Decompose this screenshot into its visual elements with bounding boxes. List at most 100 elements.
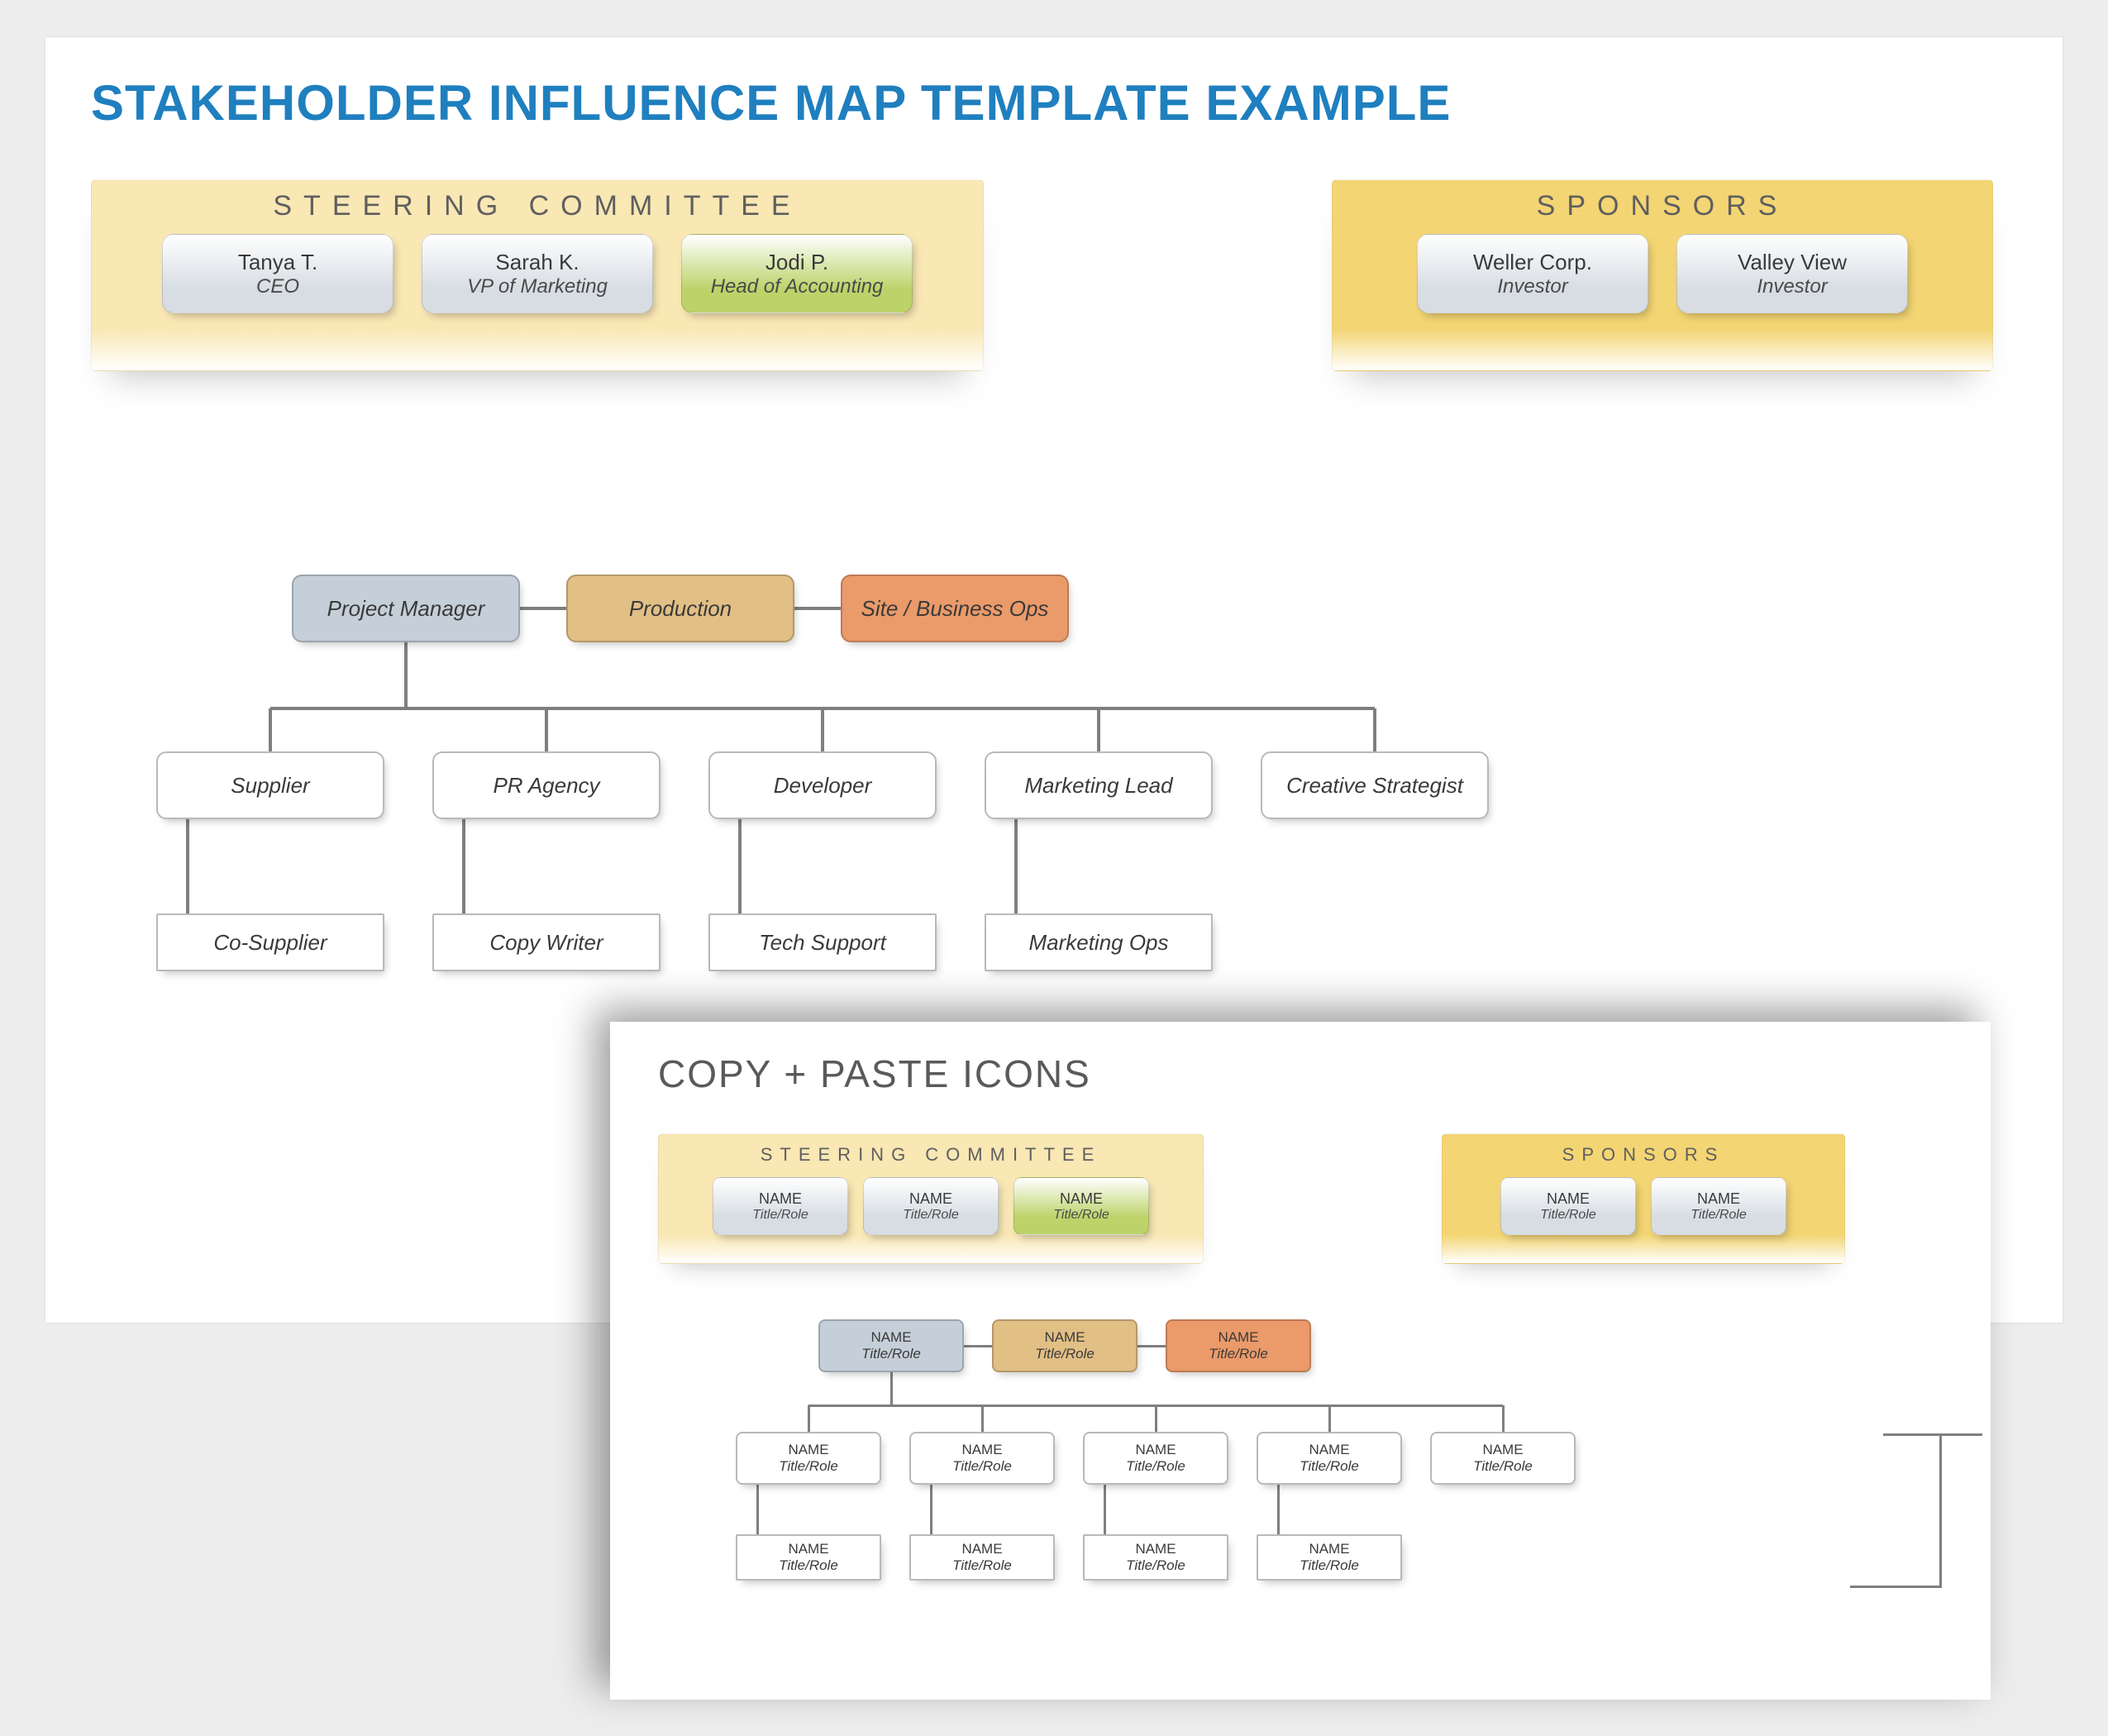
org-node: Marketing Ops — [985, 913, 1213, 971]
connector-line — [1014, 819, 1018, 913]
org-node-role: Title/Role — [779, 1557, 838, 1574]
member-role: Investor — [1497, 275, 1567, 298]
org-node-name: NAME — [961, 1442, 1002, 1458]
org-node: NAMETitle/Role — [1166, 1319, 1311, 1372]
member-card: Valley ViewInvestor — [1676, 234, 1908, 313]
member-name: NAME — [1547, 1190, 1590, 1208]
member-card: NAMETitle/Role — [1651, 1177, 1786, 1235]
connector-line — [821, 708, 824, 751]
org-node-name: NAME — [1044, 1329, 1085, 1346]
connector-line — [1097, 708, 1100, 751]
connector-line — [1155, 1405, 1157, 1432]
member-role: Head of Accounting — [711, 275, 884, 298]
org-node-name: NAME — [1482, 1442, 1523, 1458]
connector-line — [1939, 1433, 1942, 1587]
member-role: Title/Role — [1691, 1208, 1746, 1223]
member-name: NAME — [1697, 1190, 1740, 1208]
member-name: NAME — [1060, 1190, 1103, 1208]
sponsors-title: SPONSORS — [1333, 190, 1992, 222]
org-node-name: NAME — [788, 1541, 828, 1557]
connector-line — [520, 607, 566, 610]
connector-line — [462, 819, 465, 913]
overlay-slide: COPY + PASTE ICONS STEERING COMMITTEE NA… — [610, 1022, 1991, 1700]
member-role: CEO — [256, 275, 299, 298]
member-role: VP of Marketing — [467, 275, 608, 298]
overlay-sponsors-title: SPONSORS — [1443, 1144, 1844, 1166]
org-node: Developer — [708, 751, 937, 819]
org-node-role: Title/Role — [1126, 1557, 1185, 1574]
org-node: PR Agency — [432, 751, 661, 819]
connector-line — [404, 642, 408, 708]
org-node-role: Title/Role — [1473, 1458, 1533, 1475]
org-node-name: NAME — [1135, 1541, 1176, 1557]
org-node: Marketing Lead — [985, 751, 1213, 819]
org-node-role: Title/Role — [1209, 1346, 1268, 1362]
org-node-name: NAME — [1309, 1442, 1349, 1458]
member-name: Tanya T. — [238, 250, 317, 275]
steering-committee-members: Tanya T.CEO Sarah K.VP of Marketing Jodi P… — [92, 234, 983, 341]
org-node: Production — [566, 575, 794, 642]
org-node: NAMETitle/Role — [909, 1432, 1055, 1485]
connector-line — [186, 819, 189, 913]
overlay-title: COPY + PASTE ICONS — [658, 1052, 1091, 1096]
member-card: NAMETitle/Role — [713, 1177, 848, 1235]
connector-line — [1137, 1345, 1166, 1347]
connector-line — [930, 1485, 932, 1534]
connector-line — [808, 1405, 810, 1432]
overlay-steering-panel: STEERING COMMITTEE NAMETitle/RoleNAMETit… — [658, 1133, 1204, 1264]
overlay-steering-title: STEERING COMMITTEE — [659, 1144, 1203, 1166]
connector-line — [1373, 708, 1376, 751]
member-card: NAMETitle/Role — [863, 1177, 999, 1235]
connector-line — [1850, 1586, 1942, 1588]
connector-line — [1328, 1405, 1331, 1432]
org-node-role: Title/Role — [861, 1346, 921, 1362]
org-node: Creative Strategist — [1261, 751, 1489, 819]
member-role: Title/Role — [903, 1208, 958, 1223]
connector-line — [756, 1485, 759, 1534]
org-node: NAMETitle/Role — [1430, 1432, 1576, 1485]
member-card: NAMETitle/Role — [1013, 1177, 1149, 1235]
org-node-name: NAME — [1135, 1442, 1176, 1458]
connector-line — [1104, 1485, 1106, 1534]
member-role: Title/Role — [752, 1208, 808, 1223]
org-node-role: Title/Role — [779, 1458, 838, 1475]
org-node-name: NAME — [1218, 1329, 1258, 1346]
connector-line — [1502, 1405, 1505, 1432]
connector-line — [1883, 1433, 1982, 1436]
overlay-steering-members: NAMETitle/RoleNAMETitle/RoleNAMETitle/Ro… — [659, 1177, 1203, 1253]
org-node: NAMETitle/Role — [1083, 1432, 1228, 1485]
org-node: NAMETitle/Role — [992, 1319, 1137, 1372]
overlay-sponsors-members: NAMETitle/RoleNAMETitle/Role — [1443, 1177, 1844, 1253]
member-card: Weller Corp.Investor — [1417, 234, 1648, 313]
page-title: STAKEHOLDER INFLUENCE MAP TEMPLATE EXAMP… — [91, 74, 1451, 131]
org-node: NAMETitle/Role — [736, 1432, 881, 1485]
org-node-role: Title/Role — [952, 1557, 1012, 1574]
org-node: Project Manager — [292, 575, 520, 642]
member-name: Valley View — [1738, 250, 1847, 275]
org-node-role: Title/Role — [1300, 1557, 1359, 1574]
org-node-role: Title/Role — [1300, 1458, 1359, 1475]
steering-committee-title: STEERING COMMITTEE — [92, 190, 983, 222]
org-node: Tech Support — [708, 913, 937, 971]
org-node: NAMETitle/Role — [1257, 1534, 1402, 1581]
org-node: Copy Writer — [432, 913, 661, 971]
connector-line — [1277, 1485, 1280, 1534]
org-node: NAMETitle/Role — [1083, 1534, 1228, 1581]
member-card: Sarah K.VP of Marketing — [422, 234, 653, 313]
org-node-name: NAME — [788, 1442, 828, 1458]
connector-line — [738, 819, 742, 913]
org-node-role: Title/Role — [1126, 1458, 1185, 1475]
org-node: Site / Business Ops — [841, 575, 1069, 642]
sponsors-members: Weller Corp.InvestorValley ViewInvestor — [1333, 234, 1992, 341]
connector-line — [890, 1372, 893, 1405]
overlay-sponsors-panel: SPONSORS NAMETitle/RoleNAMETitle/Role — [1442, 1133, 1845, 1264]
org-node: NAMETitle/Role — [909, 1534, 1055, 1581]
org-node: NAMETitle/Role — [818, 1319, 964, 1372]
member-name: Sarah K. — [495, 250, 579, 275]
org-node-name: NAME — [961, 1541, 1002, 1557]
member-name: NAME — [909, 1190, 952, 1208]
steering-committee-panel: STEERING COMMITTEE Tanya T.CEO Sarah K.VP… — [91, 179, 984, 371]
sponsors-panel: SPONSORS Weller Corp.Investor Valley View… — [1332, 179, 1993, 371]
org-node-role: Title/Role — [1035, 1346, 1095, 1362]
member-card: Jodi P.Head of Accounting — [681, 234, 913, 313]
